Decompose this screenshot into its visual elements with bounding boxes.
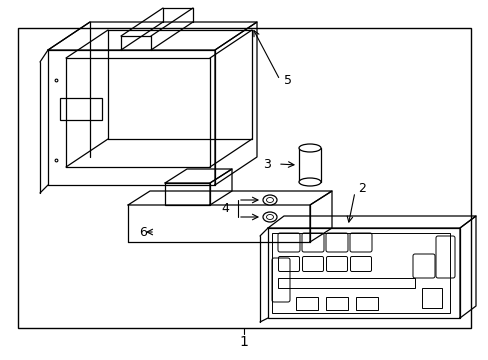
- Ellipse shape: [298, 144, 320, 152]
- Bar: [295, 297, 317, 310]
- Ellipse shape: [263, 212, 276, 222]
- Text: 2: 2: [357, 181, 365, 194]
- Bar: [267, 228, 459, 318]
- Text: 6: 6: [139, 225, 147, 239]
- Ellipse shape: [298, 178, 320, 186]
- Ellipse shape: [266, 215, 273, 220]
- Bar: [278, 278, 414, 288]
- Ellipse shape: [263, 195, 276, 205]
- Bar: [18, 28, 470, 328]
- Bar: [421, 288, 441, 308]
- Text: 5: 5: [284, 73, 291, 86]
- Bar: [271, 233, 449, 313]
- Bar: [164, 183, 209, 205]
- Text: 3: 3: [263, 158, 270, 171]
- Bar: [355, 297, 377, 310]
- Bar: [325, 297, 347, 310]
- Text: 4: 4: [221, 202, 228, 215]
- Bar: [60, 98, 102, 120]
- Ellipse shape: [266, 198, 273, 202]
- Text: 1: 1: [239, 335, 248, 349]
